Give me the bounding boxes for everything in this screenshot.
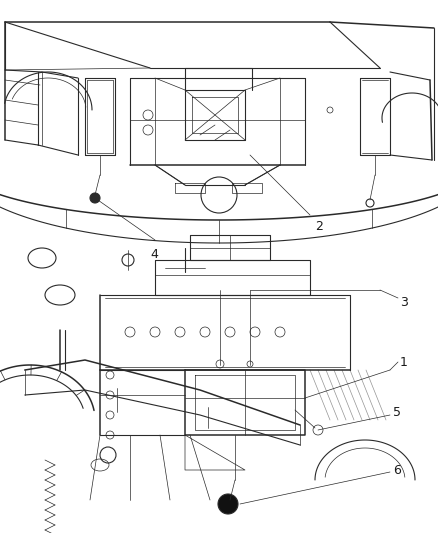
Text: 6: 6 bbox=[393, 464, 401, 477]
Text: 3: 3 bbox=[400, 295, 408, 309]
Text: 1: 1 bbox=[400, 356, 408, 368]
Text: 5: 5 bbox=[393, 406, 401, 418]
Text: 4: 4 bbox=[150, 248, 158, 261]
Circle shape bbox=[90, 193, 100, 203]
Text: 2: 2 bbox=[315, 220, 323, 233]
Circle shape bbox=[218, 494, 238, 514]
